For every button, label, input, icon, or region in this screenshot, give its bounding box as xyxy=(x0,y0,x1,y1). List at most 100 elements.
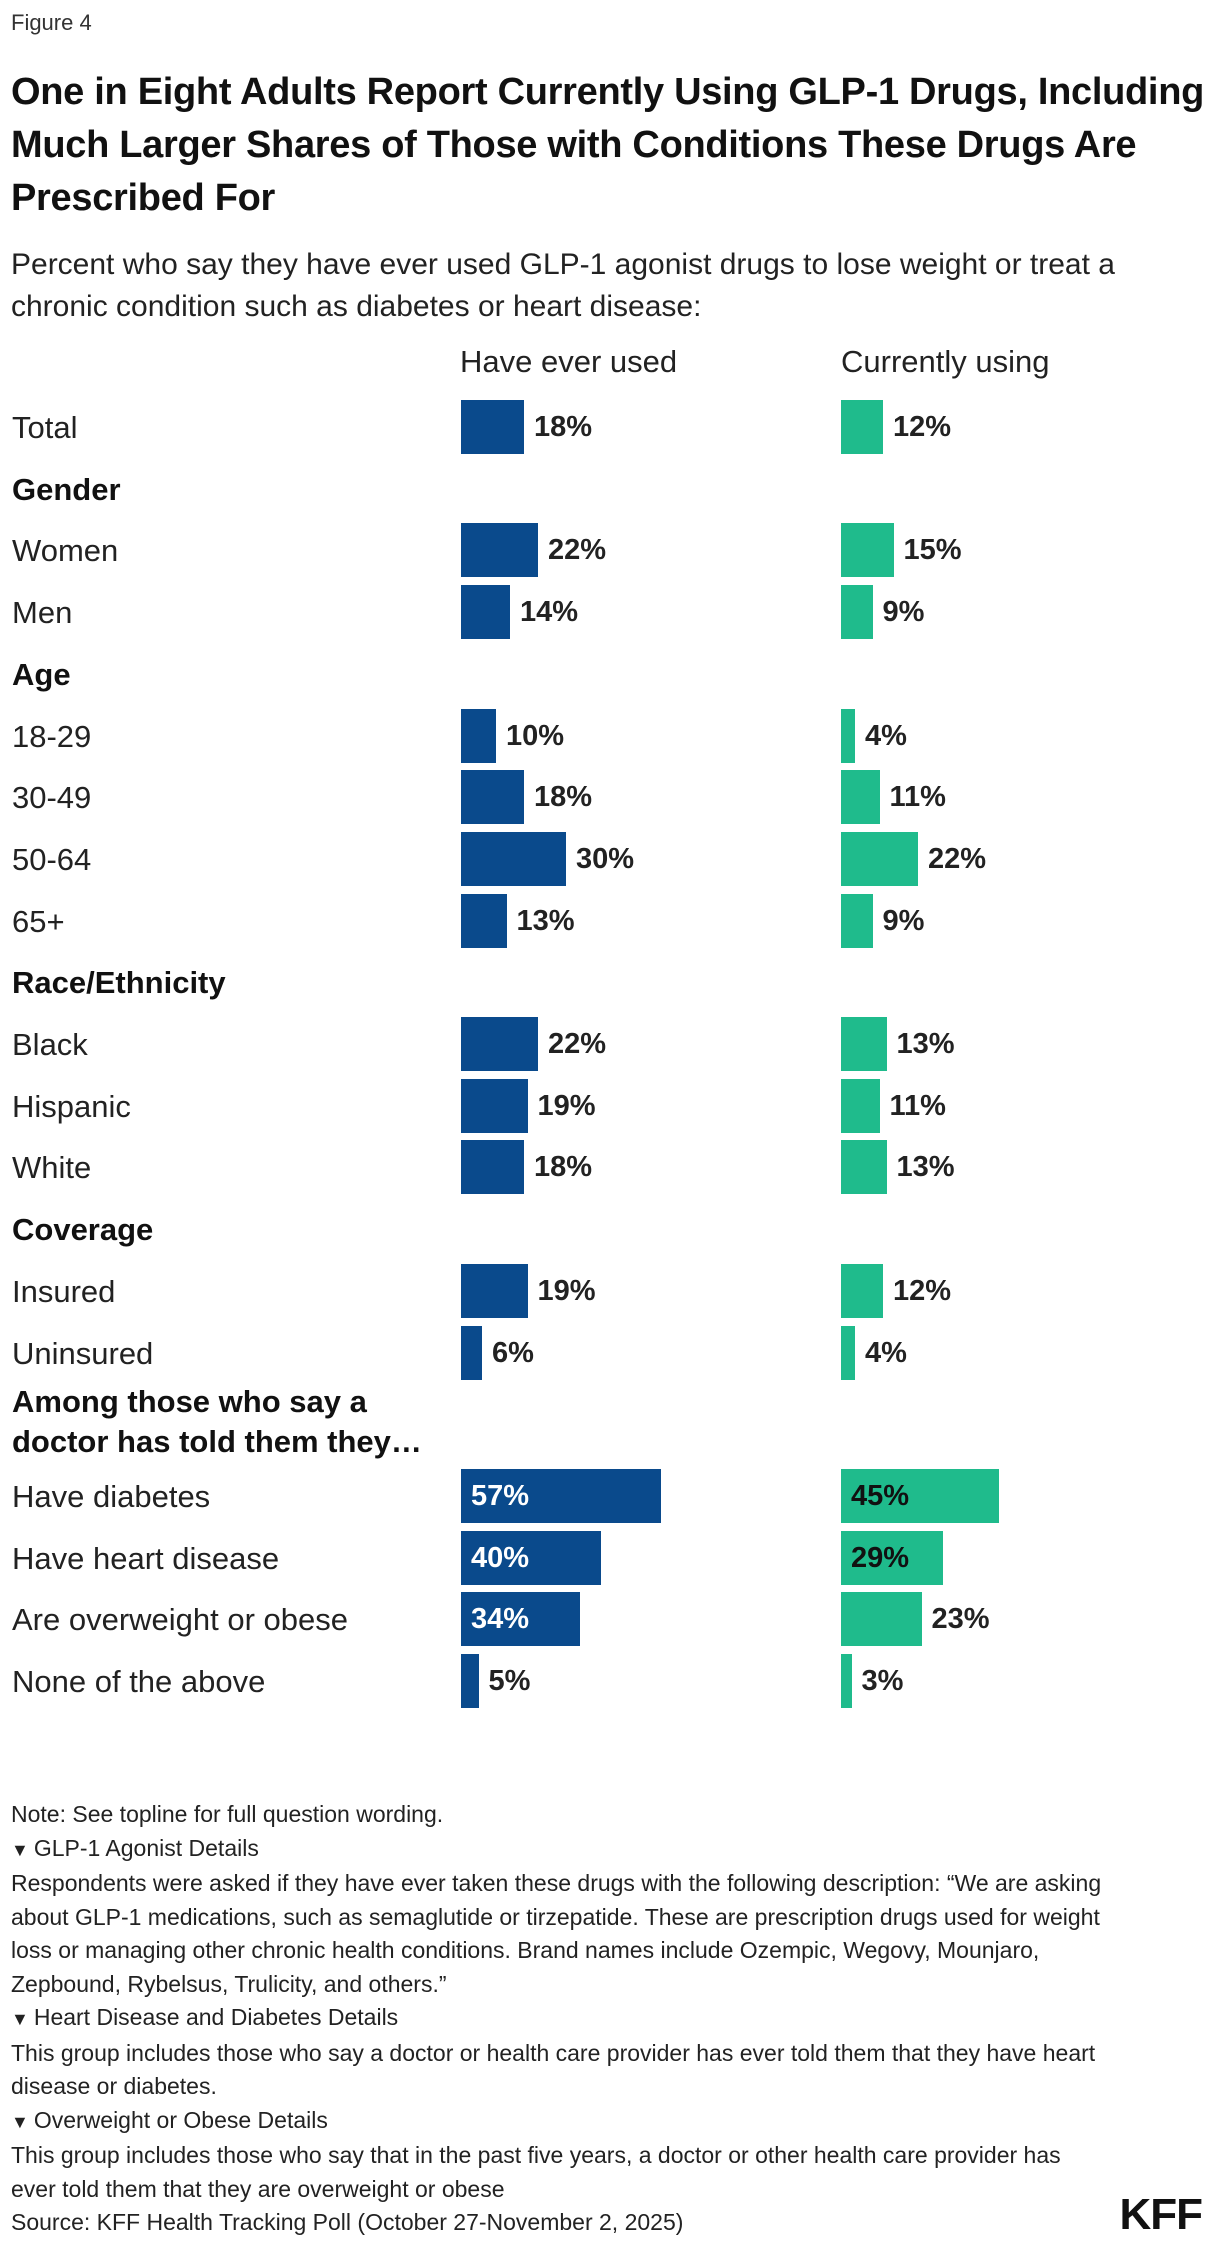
bar-current xyxy=(841,770,880,825)
bar-ever xyxy=(461,1592,580,1647)
row-label: Men xyxy=(12,595,73,631)
data-label-ever: 18% xyxy=(534,1151,593,1184)
bar-current xyxy=(841,400,883,454)
data-label-ever: 30% xyxy=(576,842,635,875)
data-label-ever: 14% xyxy=(520,596,579,629)
row-label: Are overweight or obese xyxy=(12,1602,349,1638)
data-label-ever: 18% xyxy=(534,411,593,443)
row-label: 30-49 xyxy=(12,780,92,816)
data-label-ever: 18% xyxy=(534,781,593,814)
bar-ever xyxy=(461,400,524,454)
bar-current xyxy=(841,585,873,640)
data-label-current: 29% xyxy=(851,1541,910,1574)
source-text: Source: KFF Health Tracking Poll (Octobe… xyxy=(11,2209,684,2235)
data-label-current: 9% xyxy=(882,596,925,629)
group-header: Age xyxy=(12,656,71,692)
data-label-current: 3% xyxy=(861,1665,904,1697)
row-label: 50-64 xyxy=(12,841,92,877)
data-label-current: 22% xyxy=(928,842,987,875)
data-label-current: 13% xyxy=(896,1151,955,1184)
bar-current xyxy=(841,1017,887,1071)
data-label-current: 9% xyxy=(882,904,925,937)
data-label-current: 12% xyxy=(893,411,952,443)
bar-current xyxy=(841,1140,887,1195)
bar-current xyxy=(841,523,894,578)
data-label-ever: 22% xyxy=(548,1028,607,1060)
bar-current xyxy=(841,831,918,886)
details-text-heart-diabetes: This group includes those who say a doct… xyxy=(11,2039,1096,2100)
data-label-current: 11% xyxy=(889,781,946,814)
group-header: Coverage xyxy=(12,1212,154,1248)
row-label: Uninsured xyxy=(12,1335,154,1371)
bar-ever xyxy=(461,585,510,640)
note-text: Note: See topline for full question word… xyxy=(11,1801,444,1827)
details-text-overweight: This group includes those who say that i… xyxy=(11,2142,1061,2202)
bar-ever xyxy=(461,893,507,948)
bar-current xyxy=(841,1468,999,1523)
row-label: Have heart disease xyxy=(12,1540,280,1576)
data-label-ever: 19% xyxy=(537,1274,596,1307)
bar-ever xyxy=(461,523,538,578)
bar-current xyxy=(841,708,855,763)
row-label: Women xyxy=(12,533,119,569)
group-header: Gender xyxy=(12,471,121,507)
data-label-ever: 5% xyxy=(488,1665,531,1697)
kff-logo: KFF xyxy=(1119,2190,1203,2239)
bar-ever xyxy=(461,1017,538,1071)
data-label-ever: 22% xyxy=(548,534,607,567)
column-header-ever-used: Have ever used xyxy=(460,344,678,379)
data-label-current: 12% xyxy=(893,1274,952,1307)
details-toggle-heart-diabetes[interactable]: Heart Disease and Diabetes Details xyxy=(11,2001,1111,2037)
bar-current xyxy=(841,1592,922,1647)
row-label: 65+ xyxy=(12,903,65,939)
data-label-ever: 34% xyxy=(471,1603,530,1636)
column-header-currently-using: Currently using xyxy=(841,344,1050,379)
group-header: Race/Ethnicity xyxy=(12,965,226,1001)
row-label: Hispanic xyxy=(12,1088,131,1124)
data-label-current: 11% xyxy=(889,1089,946,1122)
data-label-current: 4% xyxy=(865,719,907,752)
bar-ever xyxy=(461,708,496,763)
data-label-ever: 6% xyxy=(492,1336,534,1369)
data-label-current: 23% xyxy=(931,1603,990,1636)
row-label: Insured xyxy=(12,1273,116,1309)
bar-ever xyxy=(461,1078,528,1133)
data-label-ever: 10% xyxy=(506,719,565,752)
group-header: Among those who say a doctor has told th… xyxy=(12,1384,422,1460)
details-toggle-glp1[interactable]: GLP-1 Agonist Details xyxy=(11,1832,1111,1868)
bar-ever xyxy=(461,1140,524,1195)
row-label: Have diabetes xyxy=(12,1478,211,1514)
details-toggle-overweight[interactable]: Overweight or Obese Details xyxy=(11,2104,1111,2140)
bar-current xyxy=(841,1530,943,1585)
bar-current xyxy=(841,1078,880,1133)
row-label: Total xyxy=(12,410,78,445)
bar-ever xyxy=(461,770,524,825)
bar-current xyxy=(841,893,873,948)
bar-ever xyxy=(461,1325,482,1380)
bar-ever xyxy=(461,1654,479,1708)
bar-ever xyxy=(461,1468,661,1523)
data-label-current: 4% xyxy=(865,1336,907,1369)
row-label: White xyxy=(12,1150,92,1186)
data-label-ever: 40% xyxy=(471,1541,530,1574)
bar-ever xyxy=(461,831,566,886)
chart-subtitle: Percent who say they have ever used GLP-… xyxy=(11,248,1115,323)
data-label-ever: 13% xyxy=(516,904,575,937)
data-label-current: 15% xyxy=(903,534,962,567)
row-label: 18-29 xyxy=(12,718,92,754)
bar-chart: Total 18% 12% Gender Women 22% 15% Men 14% 9% Age 1… xyxy=(12,400,999,1708)
chart-title: One in Eight Adults Report Currently Usi… xyxy=(11,71,1205,219)
chart-notes: Note: See topline for full question word… xyxy=(11,1798,1111,2240)
bar-current xyxy=(841,1325,855,1380)
row-label: None of the above xyxy=(12,1664,266,1699)
row-label: Black xyxy=(12,1027,88,1062)
bar-current xyxy=(841,1654,852,1708)
figure-label: Figure 4 xyxy=(11,10,92,35)
data-label-ever: 57% xyxy=(471,1479,530,1512)
data-label-current: 45% xyxy=(851,1479,910,1512)
data-label-ever: 19% xyxy=(537,1089,596,1122)
data-label-current: 13% xyxy=(896,1028,955,1060)
details-text-glp1: Respondents were asked if they have ever… xyxy=(11,1870,1102,1997)
bar-current xyxy=(841,1263,883,1318)
bar-ever xyxy=(461,1530,601,1585)
